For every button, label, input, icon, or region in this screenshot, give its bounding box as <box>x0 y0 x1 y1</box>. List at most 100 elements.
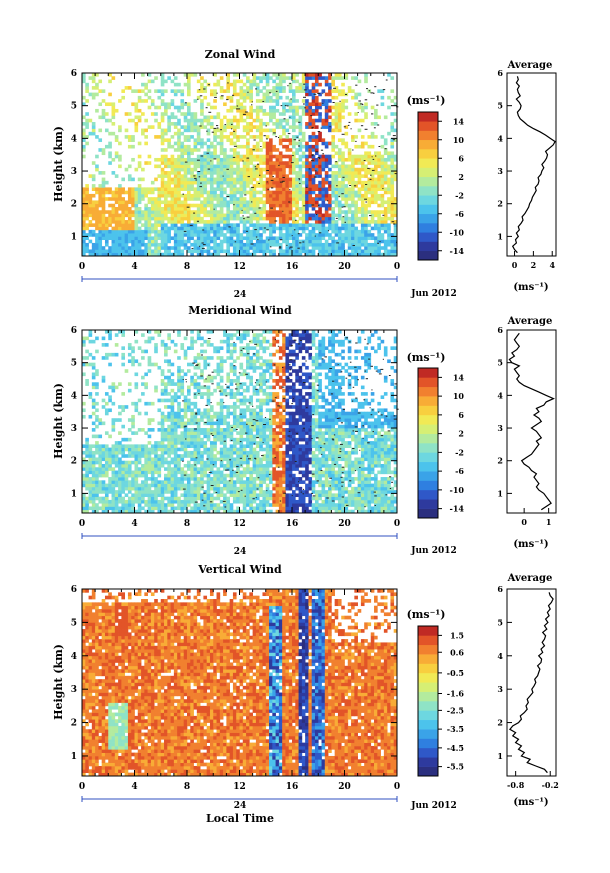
heatmap-cell <box>203 154 208 159</box>
heatmap-cell <box>255 141 260 146</box>
contour-mark <box>376 104 379 106</box>
heatmap-cell <box>206 454 211 458</box>
heatmap-cell <box>311 138 316 142</box>
heatmap-cell <box>108 229 112 234</box>
heatmap-cell <box>259 135 263 139</box>
heatmap-cell <box>200 89 204 93</box>
heatmap-cell <box>334 233 339 237</box>
heatmap-cell <box>367 197 372 201</box>
heatmap-cell <box>121 503 126 507</box>
heatmap-cell <box>242 220 247 224</box>
heatmap-cell <box>118 125 122 129</box>
heatmap-cell <box>196 483 201 488</box>
heatmap-cell <box>173 200 178 205</box>
heatmap-cell <box>219 197 224 201</box>
heatmap-cell <box>114 490 119 494</box>
heatmap-cell <box>98 242 103 247</box>
heatmap-cell <box>249 154 253 159</box>
heatmap-cell <box>111 213 116 218</box>
heatmap-cell <box>95 206 99 211</box>
heatmap-cell <box>157 187 162 191</box>
heatmap-cell <box>82 473 86 478</box>
heatmap-cell <box>249 203 253 208</box>
heatmap-cell <box>157 457 162 462</box>
heatmap-cell <box>85 450 89 455</box>
heatmap-cell <box>167 187 171 191</box>
heatmap-cell <box>341 210 345 214</box>
heatmap-cell <box>269 171 273 175</box>
heatmap-cell <box>295 157 299 162</box>
heatmap-cell <box>249 99 253 103</box>
heatmap-cell <box>160 184 165 188</box>
heatmap-cell <box>104 223 109 227</box>
heatmap-cell <box>262 112 267 116</box>
heatmap-cell <box>82 414 86 419</box>
heatmap-cell <box>209 252 214 257</box>
heatmap-cell <box>95 249 99 254</box>
heatmap-cell <box>357 180 362 185</box>
heatmap-cell <box>321 197 326 201</box>
heatmap-cell <box>321 138 326 142</box>
heatmap-cell <box>347 216 352 221</box>
heatmap-cell <box>82 131 86 136</box>
heatmap-cell <box>203 141 208 146</box>
heatmap-cell <box>216 161 221 165</box>
heatmap-cell <box>203 450 208 455</box>
heatmap-cell <box>91 463 96 468</box>
heatmap-cell <box>154 187 158 191</box>
heatmap-cell <box>314 197 319 201</box>
heatmap-cell <box>193 444 198 448</box>
heatmap-cell <box>259 174 263 178</box>
x-tick-label: 0 <box>79 262 85 272</box>
heatmap-cell <box>282 184 286 188</box>
heatmap-cell <box>269 157 273 162</box>
heatmap-cell <box>134 447 139 452</box>
heatmap-cell <box>295 108 299 113</box>
heatmap-cell <box>272 148 276 152</box>
heatmap-cell <box>200 99 204 103</box>
contour-mark <box>211 131 214 133</box>
heatmap-cell <box>147 246 152 250</box>
heatmap-cell <box>167 463 171 468</box>
heatmap-cell <box>190 118 194 123</box>
heatmap-cell <box>121 177 126 182</box>
heatmap-cell <box>95 336 99 341</box>
contour-mark <box>254 166 257 168</box>
contour-mark <box>227 82 229 84</box>
heatmap-cell <box>177 405 181 409</box>
heatmap-cell <box>213 203 217 208</box>
heatmap-cell <box>98 148 103 152</box>
heatmap-cell <box>370 233 375 237</box>
heatmap-cell <box>114 480 119 484</box>
heatmap-cell <box>206 506 211 511</box>
heatmap-cell <box>137 108 142 113</box>
contour-mark <box>283 118 286 120</box>
heatmap-cell <box>331 154 336 159</box>
heatmap-cell <box>157 467 162 471</box>
heatmap-cell <box>213 242 217 247</box>
heatmap-cell <box>278 112 283 116</box>
heatmap-cell <box>203 362 208 367</box>
heatmap-cell <box>305 148 309 152</box>
heatmap-cell <box>160 226 165 231</box>
heatmap-cell <box>380 223 385 227</box>
heatmap-cell <box>95 506 99 511</box>
heatmap-cell <box>134 246 139 250</box>
contour-mark <box>198 89 201 91</box>
heatmap-cell <box>91 92 96 97</box>
heatmap-cell <box>137 473 142 478</box>
heatmap-cell <box>91 385 96 390</box>
heatmap-cell <box>331 148 336 152</box>
colorbar-tick-label: -14 <box>450 246 465 256</box>
heatmap-cell <box>196 486 201 491</box>
heatmap-cell <box>337 108 342 113</box>
heatmap-cell <box>108 408 112 413</box>
heatmap-cell <box>229 164 234 169</box>
heatmap-cell <box>255 144 260 149</box>
heatmap-cell <box>226 157 231 162</box>
profile-y-tick-label: 6 <box>497 68 503 78</box>
heatmap-cell <box>196 450 201 455</box>
heatmap-cell <box>91 398 96 403</box>
heatmap-cell <box>200 242 204 247</box>
heatmap-cell <box>114 333 119 337</box>
